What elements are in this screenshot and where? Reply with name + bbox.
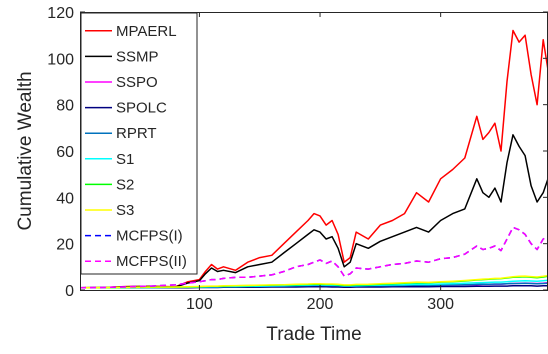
y-axis-label: Cumulative Wealth	[15, 71, 36, 230]
axis-ticks: 0 20 40 60 80 100 120 100 200 300	[47, 5, 548, 313]
legend-label-1: MPAERL	[116, 23, 177, 40]
series-line-8	[79, 274, 548, 289]
y-tick-label: 20	[56, 237, 74, 254]
series-line-1	[79, 29, 548, 289]
legend-label-8: S3	[116, 202, 134, 219]
x-tick-label: 300	[427, 296, 454, 313]
legend-label-7: S2	[116, 176, 134, 193]
legend: MPAERL SSMP SSPO SPOLC RPRT S1 S2 S3 MCFPS(I) MCF…	[80, 12, 198, 275]
legend-label-3: SSPO	[116, 74, 158, 91]
series-line-10	[79, 226, 548, 289]
y-tick-label: 80	[56, 98, 74, 115]
series-lines	[79, 29, 548, 289]
y-tick-label: 0	[65, 283, 74, 300]
series-line-2	[79, 134, 548, 289]
x-axis-label: Trade Time	[266, 324, 361, 345]
y-tick-label: 60	[56, 144, 74, 161]
legend-label-10: MCFPS(II)	[116, 253, 187, 270]
y-tick-label: 40	[56, 190, 74, 207]
y-tick-label: 120	[47, 5, 74, 22]
x-tick-label: 100	[186, 296, 213, 313]
legend-label-5: RPRT	[116, 125, 157, 142]
legend-label-2: SSMP	[116, 48, 159, 65]
legend-label-6: S1	[116, 151, 134, 168]
x-tick-label: 200	[307, 296, 334, 313]
y-tick-label: 100	[47, 51, 74, 68]
legend-label-4: SPOLC	[116, 100, 167, 117]
legend-label-9: MCFPS(I)	[116, 228, 183, 245]
